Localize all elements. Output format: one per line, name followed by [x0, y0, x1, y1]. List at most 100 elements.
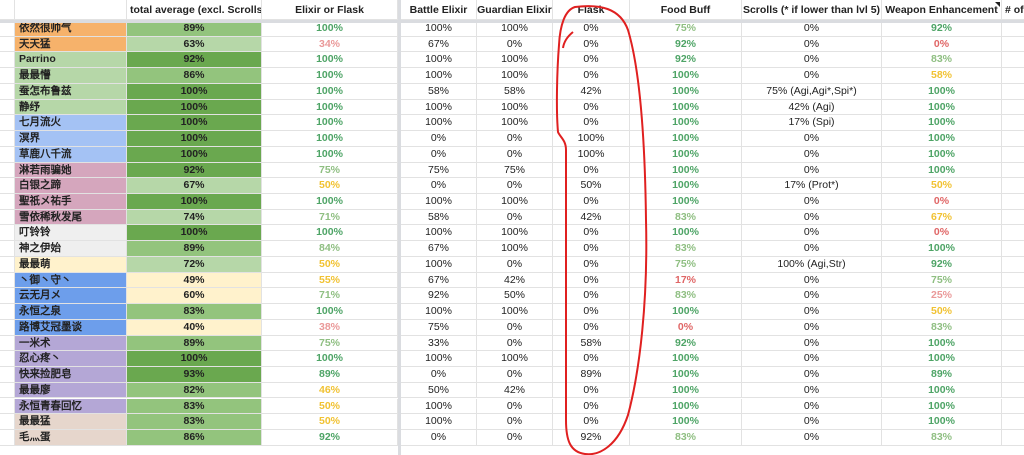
cell-total-average[interactable]: 92%	[127, 52, 262, 68]
row-gutter[interactable]	[0, 429, 15, 445]
header-cell-elixir-or-flask[interactable]: Elixir or Flask	[262, 0, 398, 19]
cell-battle-elixir[interactable]: 100%	[401, 68, 477, 83]
cell-elixir-or-flask[interactable]: 100%	[262, 115, 398, 131]
cell-battle-elixir[interactable]: 33%	[401, 335, 477, 351]
row-gutter[interactable]	[0, 68, 15, 83]
cell-count[interactable]	[1002, 414, 1024, 429]
cell-flask[interactable]: 100%	[553, 146, 630, 162]
cell-elixir-or-flask[interactable]: 50%	[262, 398, 398, 414]
cell-food-buff[interactable]: 100%	[630, 367, 742, 382]
row-gutter[interactable]	[0, 209, 15, 225]
cell-count[interactable]	[1002, 273, 1024, 288]
header-cell-guardian-elixir[interactable]: Guardian Elixir	[477, 0, 553, 19]
cell-count[interactable]	[1002, 241, 1024, 256]
cell-count[interactable]	[1002, 210, 1024, 225]
cell-count[interactable]	[1002, 84, 1024, 99]
cell-player-name[interactable]: 白银之蹄	[15, 178, 127, 193]
cell-player-name[interactable]: 最最懵	[15, 68, 127, 83]
cell-food-buff[interactable]: 100%	[630, 351, 742, 367]
cell-weapon-enhancement[interactable]: 100%	[882, 146, 1002, 162]
cell-guardian-elixir[interactable]: 100%	[477, 351, 553, 367]
row-gutter[interactable]	[0, 146, 15, 162]
cell-weapon-enhancement[interactable]: 0%	[882, 194, 1002, 209]
cell-elixir-or-flask[interactable]: 84%	[262, 241, 398, 256]
cell-scrolls[interactable]: 0%	[742, 304, 882, 319]
cell-player-name[interactable]: 聖祇メ祐手	[15, 194, 127, 209]
cell-guardian-elixir[interactable]: 0%	[477, 367, 553, 382]
row-gutter[interactable]	[0, 241, 15, 256]
cell-total-average[interactable]: 93%	[127, 367, 262, 382]
row-gutter[interactable]	[0, 319, 15, 335]
cell-weapon-enhancement[interactable]: 89%	[882, 367, 1002, 382]
cell-battle-elixir[interactable]: 75%	[401, 319, 477, 335]
cell-total-average[interactable]: 89%	[127, 21, 262, 36]
row-gutter[interactable]	[0, 99, 15, 115]
row-gutter[interactable]	[0, 36, 15, 52]
cell-total-average[interactable]: 100%	[127, 99, 262, 115]
cell-total-average[interactable]: 100%	[127, 83, 262, 99]
cell-elixir-or-flask[interactable]: 100%	[262, 83, 398, 99]
cell-elixir-or-flask[interactable]: 100%	[262, 146, 398, 162]
cell-flask[interactable]: 0%	[553, 225, 630, 241]
cell-flask[interactable]: 0%	[553, 351, 630, 367]
cell-battle-elixir[interactable]: 67%	[401, 272, 477, 288]
cell-battle-elixir[interactable]: 0%	[401, 367, 477, 382]
cell-flask[interactable]: 0%	[553, 162, 630, 178]
cell-elixir-or-flask[interactable]: 55%	[262, 272, 398, 288]
cell-battle-elixir[interactable]: 67%	[401, 241, 477, 256]
row-gutter[interactable]	[0, 351, 15, 367]
row-gutter[interactable]	[0, 162, 15, 178]
cell-player-name[interactable]: 最最萌	[15, 256, 127, 272]
cell-weapon-enhancement[interactable]: 83%	[882, 429, 1002, 445]
cell-battle-elixir[interactable]: 0%	[401, 131, 477, 146]
cell-scrolls[interactable]: 0%	[742, 288, 882, 304]
cell-flask[interactable]: 58%	[553, 335, 630, 351]
cell-flask[interactable]: 0%	[553, 382, 630, 398]
cell-weapon-enhancement[interactable]: 58%	[882, 68, 1002, 83]
header-cell-weapon-enhancement[interactable]: Weapon Enhancement	[882, 0, 1002, 19]
cell-guardian-elixir[interactable]: 75%	[477, 162, 553, 178]
cell-count[interactable]	[1002, 225, 1024, 240]
cell-battle-elixir[interactable]: 100%	[401, 21, 477, 36]
cell-battle-elixir[interactable]: 100%	[401, 304, 477, 319]
header-cell-food-buff[interactable]: Food Buff	[630, 0, 742, 19]
cell-total-average[interactable]: 100%	[127, 115, 262, 131]
cell-battle-elixir[interactable]: 100%	[401, 398, 477, 414]
cell-total-average[interactable]: 83%	[127, 414, 262, 429]
cell-count[interactable]	[1002, 68, 1024, 83]
cell-player-name[interactable]: 依然很帅气	[15, 21, 127, 36]
cell-scrolls[interactable]: 0%	[742, 36, 882, 52]
cell-elixir-or-flask[interactable]: 46%	[262, 382, 398, 398]
cell-elixir-or-flask[interactable]: 71%	[262, 288, 398, 304]
cell-elixir-or-flask[interactable]: 100%	[262, 52, 398, 68]
cell-elixir-or-flask[interactable]: 89%	[262, 367, 398, 382]
cell-food-buff[interactable]: 92%	[630, 36, 742, 52]
cell-battle-elixir[interactable]: 58%	[401, 209, 477, 225]
cell-scrolls[interactable]: 100% (Agi,Str)	[742, 256, 882, 272]
cell-food-buff[interactable]: 100%	[630, 398, 742, 414]
cell-guardian-elixir[interactable]: 100%	[477, 68, 553, 83]
cell-total-average[interactable]: 100%	[127, 194, 262, 209]
cell-elixir-or-flask[interactable]: 100%	[262, 304, 398, 319]
cell-flask[interactable]: 0%	[553, 288, 630, 304]
cell-player-name[interactable]: 淋若雨骗她	[15, 162, 127, 178]
cell-battle-elixir[interactable]: 100%	[401, 115, 477, 131]
cell-battle-elixir[interactable]: 67%	[401, 36, 477, 52]
cell-player-name[interactable]: 蚕怎布鲁兹	[15, 83, 127, 99]
cell-player-name[interactable]: 永恒之泉	[15, 304, 127, 319]
header-cell-flask[interactable]: Flask	[553, 0, 630, 19]
cell-scrolls[interactable]: 0%	[742, 351, 882, 367]
cell-flask[interactable]: 0%	[553, 319, 630, 335]
cell-player-name[interactable]: 雪依稀秋发尾	[15, 209, 127, 225]
cell-scrolls[interactable]: 0%	[742, 194, 882, 209]
cell-weapon-enhancement[interactable]: 50%	[882, 178, 1002, 193]
row-gutter[interactable]	[0, 398, 15, 414]
cell-guardian-elixir[interactable]: 0%	[477, 335, 553, 351]
row-gutter[interactable]	[0, 256, 15, 272]
cell-flask[interactable]: 100%	[553, 131, 630, 146]
cell-battle-elixir[interactable]: 100%	[401, 194, 477, 209]
cell-food-buff[interactable]: 75%	[630, 21, 742, 36]
cell-weapon-enhancement[interactable]: 92%	[882, 21, 1002, 36]
cell-scrolls[interactable]: 0%	[742, 319, 882, 335]
cell-total-average[interactable]: 89%	[127, 335, 262, 351]
